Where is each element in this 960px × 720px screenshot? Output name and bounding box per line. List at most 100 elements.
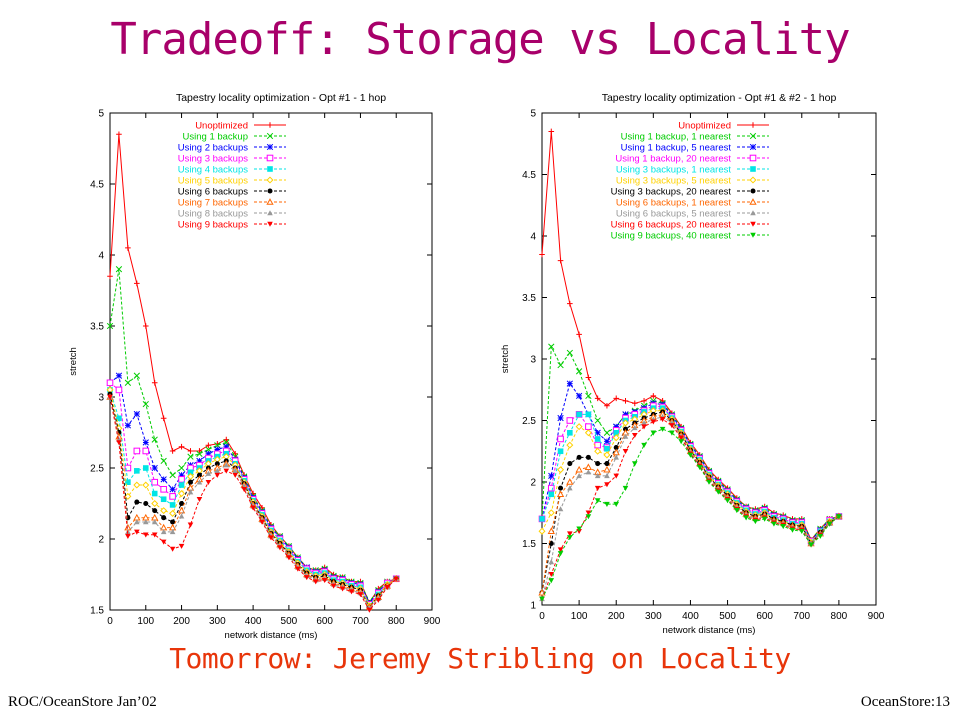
data-point	[631, 461, 638, 467]
data-point	[161, 515, 167, 521]
data-point	[268, 535, 274, 541]
x-tick-label: 700	[352, 616, 369, 627]
data-point	[613, 454, 620, 460]
data-point	[539, 251, 545, 258]
legend-marker	[749, 132, 757, 140]
data-point	[169, 493, 176, 500]
data-point	[547, 509, 555, 517]
data-point	[585, 411, 592, 418]
slide-subtitle: Tomorrow: Jeremy Stribling on Locality	[169, 642, 791, 675]
data-point	[205, 479, 212, 485]
x-axis-label: network distance (ms)	[663, 625, 756, 636]
data-point	[575, 368, 583, 375]
data-point	[641, 398, 647, 404]
legend-label: Unoptimized	[195, 121, 248, 132]
y-tick-label: 3	[98, 393, 104, 404]
data-point	[107, 273, 113, 280]
data-point	[576, 473, 582, 479]
data-point	[124, 379, 132, 386]
data-point	[134, 519, 140, 525]
x-axis-label: network distance (ms)	[225, 630, 318, 641]
data-point	[375, 597, 382, 603]
legend-marker	[267, 188, 273, 194]
data-point	[125, 245, 131, 251]
legend-label: Using 7 backups	[178, 198, 248, 209]
data-point	[641, 442, 647, 448]
data-point	[650, 430, 657, 436]
data-point	[556, 490, 565, 498]
data-point	[303, 575, 310, 581]
data-point	[160, 457, 167, 465]
series-line	[541, 428, 840, 600]
data-point	[196, 448, 203, 454]
data-point	[169, 448, 176, 454]
data-point	[187, 448, 194, 454]
data-point	[604, 445, 610, 452]
data-point	[641, 420, 647, 426]
data-point	[678, 435, 684, 441]
data-point	[115, 266, 123, 273]
data-point	[631, 433, 638, 439]
x-tick-label: 800	[388, 616, 405, 627]
data-point	[232, 468, 239, 474]
data-point	[151, 499, 159, 508]
y-axis-label: stretch	[68, 347, 79, 376]
data-point	[585, 454, 591, 460]
data-point	[585, 510, 592, 516]
data-point	[548, 572, 555, 578]
data-point	[594, 485, 601, 491]
data-point	[584, 463, 593, 470]
y-tick-label: 3.5	[522, 293, 536, 304]
data-point	[761, 516, 768, 522]
data-point	[604, 461, 610, 467]
data-point	[622, 449, 629, 455]
data-point	[548, 578, 555, 584]
x-tick-label: 300	[645, 611, 662, 622]
data-point	[151, 380, 158, 386]
data-point	[613, 423, 620, 430]
data-point	[575, 465, 583, 473]
data-point	[604, 501, 610, 507]
data-point	[178, 464, 185, 472]
data-point	[567, 535, 573, 541]
data-point	[817, 533, 824, 539]
data-point	[826, 521, 833, 527]
data-point	[566, 478, 574, 485]
data-point	[116, 131, 122, 138]
data-point	[357, 592, 364, 598]
data-point	[557, 414, 564, 422]
legend-label: Unoptimized	[678, 121, 731, 132]
data-point	[151, 532, 158, 538]
data-point	[584, 429, 592, 437]
data-point	[575, 392, 583, 400]
data-point	[613, 501, 620, 507]
series-5	[539, 405, 842, 546]
data-point	[585, 392, 592, 400]
legend-marker	[267, 210, 273, 216]
data-point	[548, 559, 555, 565]
data-point	[576, 526, 582, 532]
series-line	[541, 411, 840, 593]
data-point	[125, 479, 131, 485]
data-point	[557, 448, 564, 455]
x-tick-label: 300	[209, 616, 226, 627]
data-point	[547, 484, 555, 492]
series-10	[107, 394, 400, 613]
data-point	[142, 400, 149, 408]
data-point	[125, 533, 131, 539]
legend-marker	[267, 166, 273, 172]
data-point	[187, 453, 194, 460]
data-point	[152, 508, 158, 514]
y-tick-label: 2.5	[90, 464, 104, 475]
data-point	[548, 128, 555, 135]
data-point	[567, 485, 573, 491]
data-point	[557, 361, 564, 369]
data-point	[277, 545, 283, 551]
data-point	[808, 542, 814, 548]
data-point	[223, 443, 230, 450]
data-point	[575, 423, 583, 431]
data-point	[548, 491, 555, 498]
data-point	[696, 465, 703, 471]
data-point	[160, 476, 167, 483]
data-point	[178, 482, 185, 488]
